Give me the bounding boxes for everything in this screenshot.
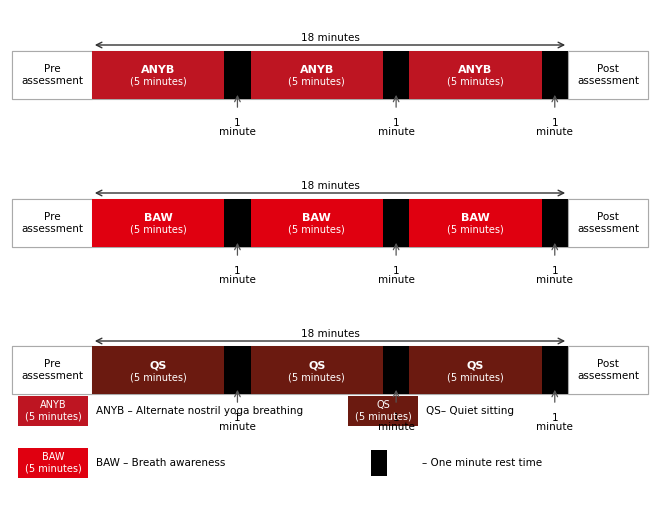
Text: minute: minute xyxy=(537,275,574,285)
FancyBboxPatch shape xyxy=(371,450,387,476)
FancyBboxPatch shape xyxy=(383,51,409,99)
FancyBboxPatch shape xyxy=(12,51,648,99)
FancyBboxPatch shape xyxy=(568,199,648,247)
FancyBboxPatch shape xyxy=(542,51,568,99)
Text: (5 minutes): (5 minutes) xyxy=(447,372,504,382)
Text: minute: minute xyxy=(537,127,574,137)
FancyBboxPatch shape xyxy=(18,396,88,426)
Text: ANYB – Alternate nostril yoga breathing: ANYB – Alternate nostril yoga breathing xyxy=(96,406,303,416)
Text: BAW: BAW xyxy=(144,213,172,223)
FancyBboxPatch shape xyxy=(383,199,409,247)
Text: (5 minutes): (5 minutes) xyxy=(288,77,345,87)
Text: 18 minutes: 18 minutes xyxy=(300,181,360,191)
Text: QS: QS xyxy=(308,360,325,370)
FancyBboxPatch shape xyxy=(568,346,648,394)
Text: BAW: BAW xyxy=(461,213,490,223)
Text: – One minute rest time: – One minute rest time xyxy=(422,458,542,468)
Text: QS: QS xyxy=(149,360,167,370)
FancyBboxPatch shape xyxy=(409,51,542,99)
Text: BAW – Breath awareness: BAW – Breath awareness xyxy=(96,458,225,468)
FancyBboxPatch shape xyxy=(224,346,251,394)
Text: Pre
assessment: Pre assessment xyxy=(21,359,83,381)
Text: 18 minutes: 18 minutes xyxy=(300,329,360,339)
FancyBboxPatch shape xyxy=(251,51,383,99)
FancyBboxPatch shape xyxy=(224,199,251,247)
Text: QS– Quiet sitting: QS– Quiet sitting xyxy=(426,406,514,416)
FancyBboxPatch shape xyxy=(92,199,224,247)
Text: Post
assessment: Post assessment xyxy=(577,212,639,234)
Text: (5 minutes): (5 minutes) xyxy=(288,225,345,235)
Text: minute: minute xyxy=(378,422,414,432)
Text: (5 minutes): (5 minutes) xyxy=(130,77,187,87)
FancyBboxPatch shape xyxy=(12,346,92,394)
Text: 1: 1 xyxy=(393,413,399,423)
Text: ANYB: ANYB xyxy=(300,65,334,75)
FancyBboxPatch shape xyxy=(409,199,542,247)
Text: Post
assessment: Post assessment xyxy=(577,359,639,381)
Text: minute: minute xyxy=(219,275,256,285)
FancyBboxPatch shape xyxy=(12,199,92,247)
FancyBboxPatch shape xyxy=(224,51,251,99)
FancyBboxPatch shape xyxy=(18,448,88,478)
Text: ANYB: ANYB xyxy=(458,65,492,75)
Text: 1: 1 xyxy=(234,266,241,276)
Text: 18 minutes: 18 minutes xyxy=(300,33,360,43)
Text: (5 minutes): (5 minutes) xyxy=(447,77,504,87)
Text: 1: 1 xyxy=(552,413,558,423)
FancyBboxPatch shape xyxy=(12,51,92,99)
Text: minute: minute xyxy=(537,422,574,432)
Text: (5 minutes): (5 minutes) xyxy=(447,225,504,235)
Text: Pre
assessment: Pre assessment xyxy=(21,212,83,234)
Text: Post
assessment: Post assessment xyxy=(577,64,639,86)
FancyBboxPatch shape xyxy=(251,346,383,394)
Text: QS: QS xyxy=(467,360,484,370)
Text: (5 minutes): (5 minutes) xyxy=(288,372,345,382)
Text: 1: 1 xyxy=(552,118,558,128)
Text: BAW
(5 minutes): BAW (5 minutes) xyxy=(24,452,81,474)
FancyBboxPatch shape xyxy=(383,346,409,394)
Text: (5 minutes): (5 minutes) xyxy=(130,372,187,382)
FancyBboxPatch shape xyxy=(568,51,648,99)
Text: QS
(5 minutes): QS (5 minutes) xyxy=(354,400,411,422)
FancyBboxPatch shape xyxy=(542,346,568,394)
FancyBboxPatch shape xyxy=(348,396,418,426)
Text: minute: minute xyxy=(378,275,414,285)
FancyBboxPatch shape xyxy=(92,51,224,99)
Text: BAW: BAW xyxy=(302,213,331,223)
FancyBboxPatch shape xyxy=(12,199,648,247)
FancyBboxPatch shape xyxy=(409,346,542,394)
FancyBboxPatch shape xyxy=(542,199,568,247)
Text: 1: 1 xyxy=(234,118,241,128)
Text: Pre
assessment: Pre assessment xyxy=(21,64,83,86)
Text: 1: 1 xyxy=(234,413,241,423)
Text: ANYB
(5 minutes): ANYB (5 minutes) xyxy=(24,400,81,422)
Text: 1: 1 xyxy=(393,118,399,128)
Text: minute: minute xyxy=(219,127,256,137)
Text: 1: 1 xyxy=(552,266,558,276)
Text: (5 minutes): (5 minutes) xyxy=(130,225,187,235)
FancyBboxPatch shape xyxy=(92,346,224,394)
Text: ANYB: ANYB xyxy=(141,65,176,75)
Text: 1: 1 xyxy=(393,266,399,276)
FancyBboxPatch shape xyxy=(251,199,383,247)
Text: minute: minute xyxy=(219,422,256,432)
Text: minute: minute xyxy=(378,127,414,137)
FancyBboxPatch shape xyxy=(12,346,648,394)
